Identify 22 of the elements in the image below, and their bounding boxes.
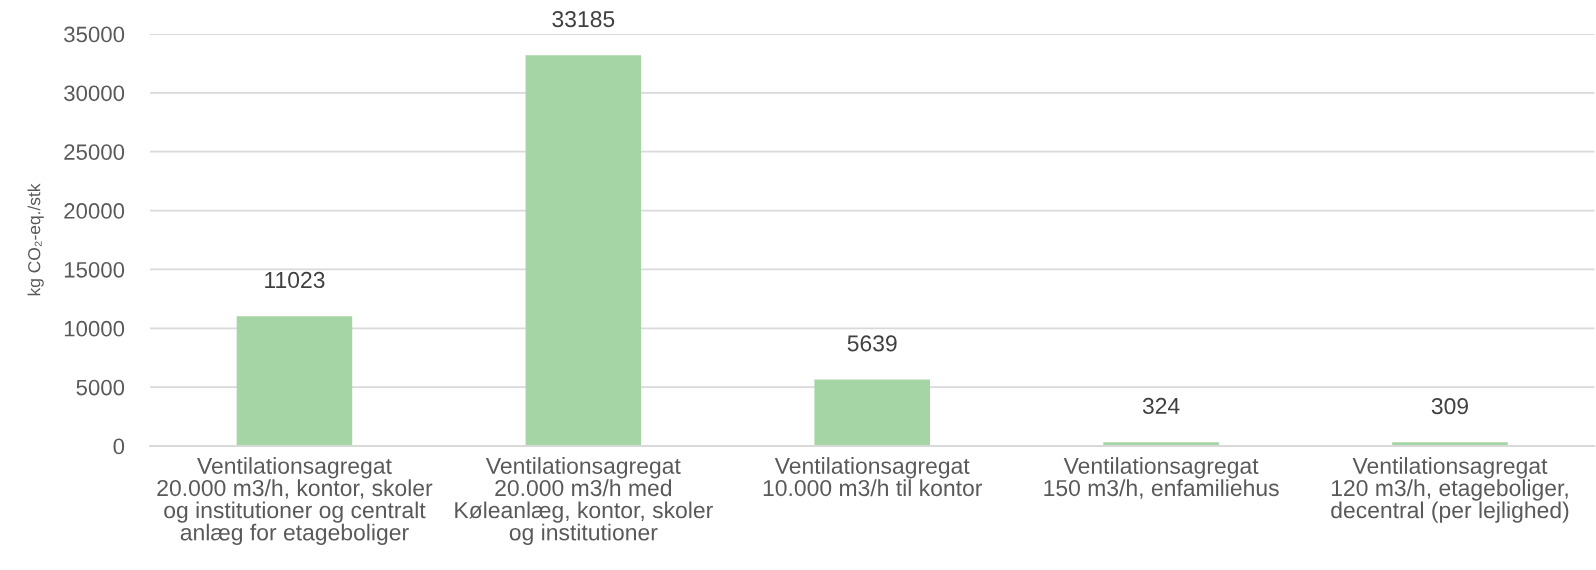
data-label: 5639 (847, 335, 897, 352)
data-label: 309 (1431, 397, 1468, 415)
y-tick-label: 0 (113, 438, 125, 455)
y-tick-label: 10000 (64, 320, 125, 337)
y-tick-label: 25000 (64, 144, 125, 160)
y-tick-label: 30000 (64, 85, 125, 102)
y-tick-label: 5000 (76, 379, 125, 396)
data-label: 11023 (265, 271, 325, 289)
x-tick-label: Ventilationsagregat 20.000 m3/h, kontor, skoler og institutioner og centralt anlæg for etageboliger (157, 457, 433, 546)
x-tick-label: Ventilationsagregat 150 m3/h, enfamiliehus (1044, 457, 1279, 499)
bar (814, 379, 930, 446)
data-label: 324 (1142, 397, 1180, 415)
x-tick-label: Ventilationsagregat 120 m3/h, etageboliger, decentral (per lejlighed) (1331, 457, 1569, 523)
x-tick-label: Ventilationsagregat 20.000 m3/h med Køleanlæg, kontor, skoler og institutioner (455, 457, 713, 546)
y-axis-title: kg CO₂-eq./stk (27, 183, 44, 296)
y-tick-label: 35000 (64, 26, 125, 43)
y-tick-label: 20000 (64, 203, 125, 219)
bar (525, 55, 642, 446)
x-tick-label: Ventilationsagregat 10.000 m3/h til kontor (763, 457, 983, 497)
bar (236, 316, 353, 446)
y-tick-label: 15000 (64, 261, 125, 278)
data-label: 33185 (552, 11, 615, 28)
